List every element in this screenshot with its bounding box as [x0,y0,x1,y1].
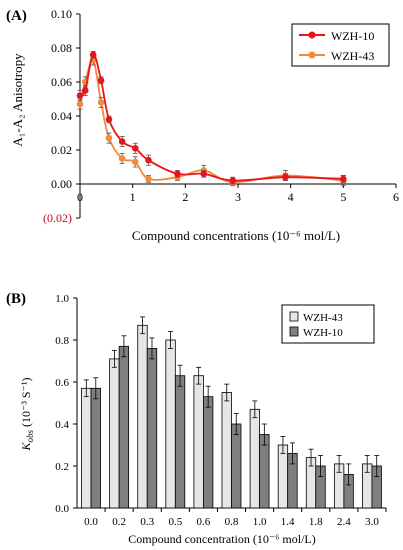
panel-a-x-tick-label: 5 [340,190,346,204]
legend-wzh-10-swatch [289,326,299,337]
panel-b-x-tick-label: 3.0 [365,516,379,528]
panel-b-x-tick-label: 0.3 [140,516,154,528]
bar-wzh-43 [81,387,92,509]
legend-wzh-10-label: WZH-10 [331,29,374,43]
data-point-wzh-10 [105,116,113,123]
panel-b-y-tick-label: 0.4 [55,419,69,431]
data-point-wzh-10 [145,156,152,164]
bar-wzh-43 [165,339,176,509]
legend-wzh-43-label: WZH-43 [331,49,374,63]
panel-b-x-tick-label: 0.8 [225,516,239,528]
panel-a-x-axis-label: Compound concentrations (10⁻⁶ mol/L) [132,228,340,243]
bar-wzh-43 [109,358,120,509]
panel-a-y-tick-label: 0.00 [51,177,72,191]
panel-a-legend: WZH-10 WZH-43 [291,23,390,67]
legend-wzh-10-label-b: WZH-10 [303,327,343,339]
panel-b-x-tick-label: 1.8 [309,516,323,528]
data-point-wzh-10 [76,92,84,99]
legend-wzh-43-swatch [289,311,299,322]
panel-b-y-axis-label-unit: (10⁻³ S⁻¹) [19,377,33,427]
bar-wzh-43 [137,324,148,509]
panel-b-x-tick-label: 1.0 [253,516,267,528]
panel-b-legend: WZH-43 WZH-10 [281,304,375,344]
bar-wzh-43 [249,408,260,509]
legend-wzh-43-marker [308,51,316,59]
data-point-wzh-10 [97,77,105,84]
bar-wzh-10 [146,347,158,509]
panel-b-x-tick-label: 0.6 [197,516,211,528]
panel-a-x-tick-label: 2 [182,190,188,204]
bar-wzh-10 [118,345,130,509]
legend-wzh-43-label-b: WZH-43 [303,312,343,324]
data-point-wzh-43 [105,134,113,142]
panel-a-y-tick-label: 0.02 [51,143,72,157]
data-point-wzh-10 [174,170,181,178]
panel-b-x-tick-label: 0.2 [112,516,126,528]
panel-b-x-tick-label: 2.4 [337,516,351,528]
panel-b-y-axis-label-main: K [19,442,33,452]
panel-b-x-axis-label: Compound concentration (10⁻⁶ mol/L) [128,532,315,546]
bar-wzh-10 [203,396,214,509]
panel-a-x-tick-label: 6 [393,190,399,204]
panel-a-x-tick-label: 0 [77,190,83,204]
bar-wzh-43 [277,444,289,509]
panel-a-y-tick-label: 0.10 [51,7,72,21]
panel-b: (B) 0.0 0.2 0.4 0.6 0.8 1.0 0.0 0.2 0.3 0.5 0.6 0.8… [6,291,387,546]
bar-wzh-10 [231,423,242,509]
data-point-wzh-10 [81,87,89,94]
panel-b-y-tick-label: 0.2 [55,461,69,473]
data-point-wzh-43 [132,158,139,166]
panel-a-y-tick-label: 0.06 [51,75,72,89]
panel-b-y-axis-label-sub: obs [25,430,35,443]
panel-a-plot-area: 0.10 0.08 0.06 0.04 0.02 0.00 (0.02) 0 1 2 3 4 5 6 [43,7,399,225]
data-point-wzh-10 [282,173,289,181]
panel-a-legend-box [291,23,390,67]
panel-a-y-axis-label: A₁-A₂ Anisotropy [10,53,25,147]
data-point-wzh-10 [89,51,97,59]
bar-wzh-10 [90,387,101,509]
panel-b-x-tick-label: 1.4 [281,516,295,528]
panel-a-x-tick-label: 4 [288,190,294,204]
panel-b-y-tick-label: 0.0 [55,503,69,515]
data-point-wzh-10 [132,145,139,152]
panel-b-y-tick-label: 0.8 [55,335,69,347]
panel-a-x-tick-label: 1 [130,190,136,204]
panel-b-y-axis-label: Kobs (10⁻³ S⁻¹) [19,377,35,451]
panel-b-y-tick-label: 0.6 [55,377,69,389]
bar-wzh-43 [193,375,204,509]
data-point-wzh-43 [76,100,84,108]
panel-b-legend-box [281,304,375,344]
data-point-wzh-43 [145,175,152,183]
panel-b-plot-area: 0.0 0.2 0.4 0.6 0.8 1.0 0.0 0.2 0.3 0.5 0.6 0.8 1.0 1… [55,293,387,528]
panel-b-x-tick-label: 0.0 [84,516,98,528]
bar-wzh-10 [174,375,186,509]
bar-wzh-43 [221,392,232,509]
panel-a-label: (A) [6,8,27,24]
panel-a-y-tick-label: (0.02) [43,211,72,225]
series-line-wzh-10 [79,53,344,182]
data-point-wzh-43 [118,155,126,162]
panel-a: (A) 0.10 0.08 0.06 0.04 0.02 0.00 (0.02) 0 1 2 3 4 5… [6,7,399,243]
data-point-wzh-10 [340,175,347,183]
panel-b-label: (B) [6,291,26,307]
bar-wzh-10 [259,434,270,509]
panel-a-x-tick-label: 3 [235,190,241,204]
legend-wzh-10-marker [308,31,316,39]
panel-a-y-tick-label: 0.04 [51,109,72,123]
panel-a-y-tick-label: 0.08 [51,41,72,55]
panel-b-x-tick-label: 0.5 [168,516,182,528]
data-point-wzh-10 [229,177,237,184]
data-point-wzh-43 [97,99,105,106]
panel-b-y-tick-label: 1.0 [55,293,69,305]
data-point-wzh-10 [200,170,208,178]
series-line-wzh-43 [79,58,344,184]
data-point-wzh-10 [118,138,126,145]
